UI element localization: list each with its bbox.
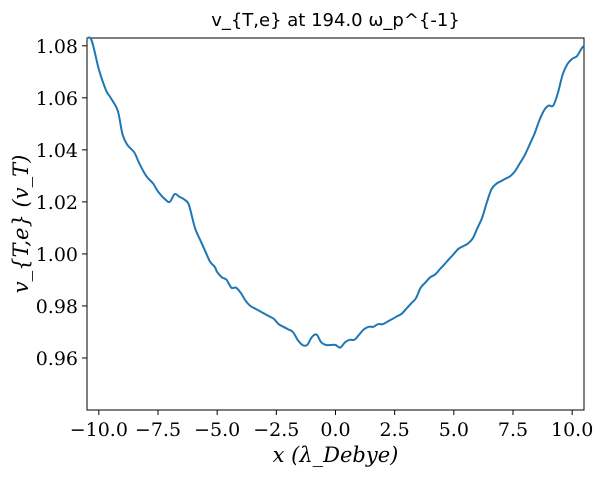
y-tick-label: 1.02 <box>36 192 78 214</box>
plot-frame <box>86 37 585 411</box>
x-tick-label: −5.0 <box>194 419 240 441</box>
y-tick-label: 0.98 <box>36 296 78 318</box>
chart-title: v_{T,e} at 194.0 ω_p^{-1} <box>211 10 460 31</box>
x-axis-label: x (λ_Debye) <box>273 443 399 467</box>
x-tick-label: 0.0 <box>320 419 350 441</box>
x-tick-label: 7.5 <box>498 419 528 441</box>
x-tick-label: −7.5 <box>135 419 181 441</box>
y-tick-label: 1.06 <box>36 88 78 110</box>
y-tick-label: 1.08 <box>36 36 78 58</box>
x-tick-label: −10.0 <box>70 419 128 441</box>
y-axis-ticks: 0.96 0.98 1.00 1.02 1.04 1.06 1.08 <box>36 36 87 370</box>
series-line <box>86 36 585 349</box>
y-tick-label: 0.96 <box>36 348 78 370</box>
y-tick-label: 1.04 <box>36 140 78 162</box>
x-tick-label: 10.0 <box>551 419 593 441</box>
y-axis-label: v_{T,e} (v_T) <box>9 155 33 294</box>
x-tick-label: 2.5 <box>380 419 410 441</box>
x-tick-label: −2.5 <box>253 419 299 441</box>
x-tick-label: 5.0 <box>439 419 469 441</box>
x-axis-ticks: −10.0 −7.5 −5.0 −2.5 0.0 2.5 5.0 7.5 10.0 <box>70 410 593 441</box>
y-tick-label: 1.00 <box>36 244 78 266</box>
